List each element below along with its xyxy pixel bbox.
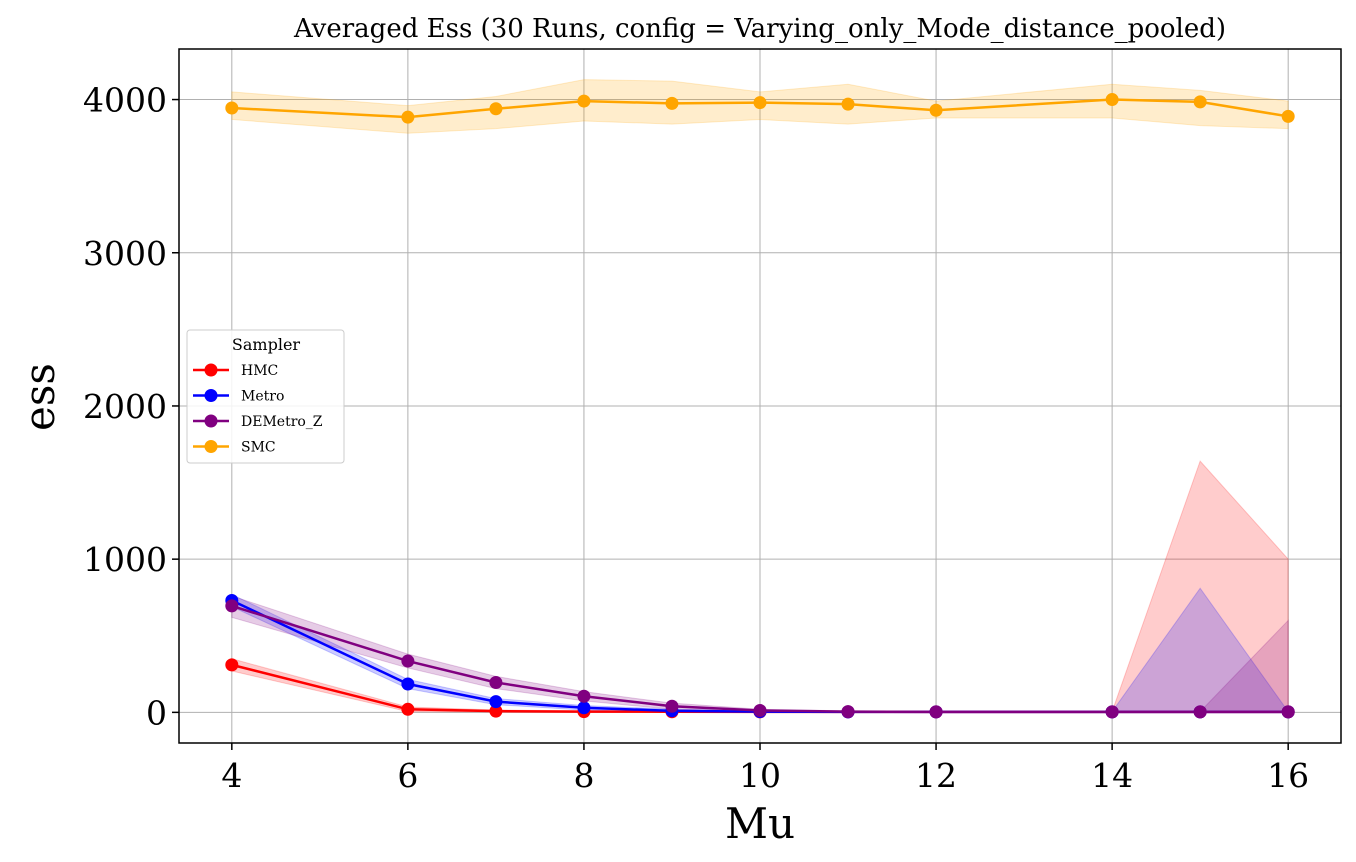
- x-tick-label: 8: [573, 756, 594, 795]
- series-points: [225, 93, 1295, 719]
- demetro-z-point: [1193, 705, 1207, 719]
- y-axis-label: ess: [15, 363, 64, 431]
- legend-label-metro: Metro: [241, 389, 284, 405]
- demetro-z-point: [225, 599, 239, 613]
- x-tick-label: 10: [739, 756, 781, 795]
- legend: Sampler HMC Metro DEMetro_Z SMC: [186, 329, 345, 464]
- smc-point: [1193, 95, 1207, 109]
- metro-point: [577, 701, 591, 715]
- hmc-point: [401, 702, 415, 716]
- smc-point: [1105, 93, 1119, 107]
- smc-point: [1281, 109, 1295, 123]
- demetro-z-point: [1281, 705, 1295, 719]
- legend-label-hmc: HMC: [241, 363, 278, 379]
- x-tick-label: 14: [1091, 756, 1133, 795]
- legend-marker-hmc: [204, 363, 218, 377]
- legend-box: [186, 329, 345, 464]
- x-tick-label: 16: [1267, 756, 1309, 795]
- hmc-point: [489, 704, 503, 718]
- smc-point: [401, 110, 415, 124]
- demetro-z-point: [929, 705, 943, 719]
- smc-point: [577, 94, 591, 108]
- legend-marker-demetro-z: [204, 414, 218, 428]
- y-tick-label: 2000: [83, 387, 167, 426]
- hmc-point: [225, 658, 239, 672]
- smc-point: [841, 97, 855, 111]
- x-tick-label: 12: [915, 756, 957, 795]
- metro-point: [401, 677, 415, 691]
- smc-point: [665, 96, 679, 110]
- grid-lines: [179, 49, 1341, 743]
- y-tick-label: 0: [146, 693, 167, 732]
- y-tick-label: 3000: [83, 234, 167, 273]
- chart-title: Averaged Ess (30 Runs, config = Varying_…: [293, 14, 1226, 44]
- legend-marker-metro: [204, 389, 218, 402]
- x-axis-label: Mu: [725, 799, 795, 848]
- demetro-z-point: [1105, 705, 1119, 719]
- y-axis-ticks: 0 1000 2000 3000 4000: [83, 81, 179, 732]
- metro-point: [489, 695, 503, 709]
- legend-items: HMC Metro DEMetro_Z SMC: [193, 363, 323, 456]
- smc-point: [929, 103, 943, 117]
- demetro-z-point: [665, 699, 679, 713]
- x-tick-label: 6: [397, 756, 418, 795]
- demetro-z-point: [753, 704, 767, 718]
- x-axis-ticks: 4 6 8 10 12 14 16: [221, 743, 1309, 795]
- demetro-z-point: [577, 689, 591, 703]
- smc-point: [753, 96, 767, 110]
- smc-point: [225, 101, 239, 115]
- demetro-z-point: [489, 675, 503, 689]
- demetro-z-point: [841, 705, 855, 719]
- x-tick-label: 4: [221, 756, 242, 795]
- legend-marker-smc: [204, 440, 218, 453]
- legend-label-demetro-z: DEMetro_Z: [241, 414, 323, 430]
- demetro-z-point: [401, 654, 415, 668]
- legend-title: Sampler: [232, 335, 301, 354]
- smc-point: [489, 102, 503, 116]
- y-tick-label: 1000: [83, 540, 167, 579]
- y-tick-label: 4000: [83, 81, 167, 120]
- legend-label-smc: SMC: [241, 440, 276, 456]
